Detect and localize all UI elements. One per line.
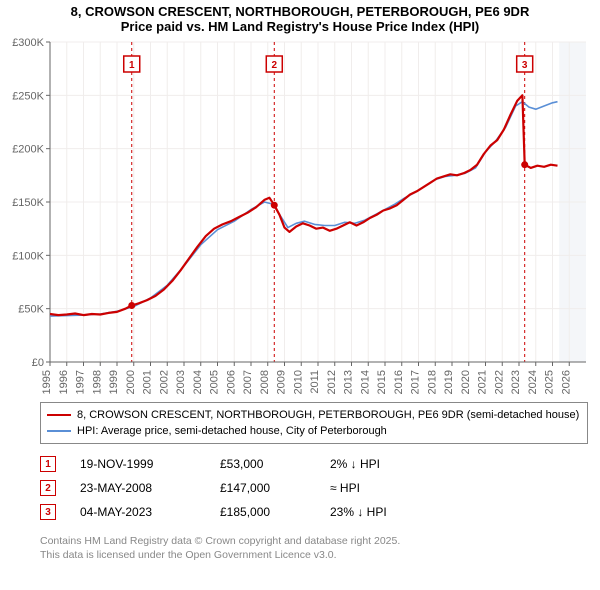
svg-text:2001: 2001 bbox=[142, 370, 154, 394]
sales-table: 1 19-NOV-1999£53,0002% ↓ HPI 2 23-MAY-2008£… bbox=[40, 452, 588, 524]
svg-text:£0: £0 bbox=[32, 357, 44, 369]
sale-price: £147,000 bbox=[220, 481, 330, 495]
footer-line-1: Contains HM Land Registry data © Crown c… bbox=[40, 534, 600, 548]
svg-text:2024: 2024 bbox=[527, 370, 539, 394]
svg-text:2026: 2026 bbox=[560, 370, 572, 394]
legend: 8, CROWSON CRESCENT, NORTHBOROUGH, PETER… bbox=[40, 402, 588, 444]
svg-text:2010: 2010 bbox=[292, 370, 304, 394]
svg-text:2006: 2006 bbox=[225, 370, 237, 394]
sales-row: 1 19-NOV-1999£53,0002% ↓ HPI bbox=[40, 452, 588, 476]
sale-date: 04-MAY-2023 bbox=[80, 505, 220, 519]
sale-marker: 3 bbox=[40, 504, 56, 520]
footer: Contains HM Land Registry data © Crown c… bbox=[40, 534, 600, 562]
legend-item: 8, CROWSON CRESCENT, NORTHBOROUGH, PETER… bbox=[47, 407, 581, 423]
svg-text:2: 2 bbox=[272, 60, 278, 71]
title-line-2: Price paid vs. HM Land Registry's House … bbox=[10, 19, 590, 34]
svg-text:1995: 1995 bbox=[41, 370, 53, 394]
svg-text:2003: 2003 bbox=[175, 370, 187, 394]
svg-text:2000: 2000 bbox=[125, 370, 137, 394]
svg-text:2020: 2020 bbox=[460, 370, 472, 394]
chart: £0 £50K £100K £150K £200K £250K £300K 1995 1996 1… bbox=[10, 36, 590, 396]
svg-text:£250K: £250K bbox=[12, 90, 44, 102]
chart-title: 8, CROWSON CRESCENT, NORTHBOROUGH, PETER… bbox=[0, 0, 600, 36]
svg-text:2015: 2015 bbox=[376, 370, 388, 394]
legend-item: HPI: Average price, semi-detached house,… bbox=[47, 423, 581, 439]
svg-text:3: 3 bbox=[522, 60, 528, 71]
svg-text:2005: 2005 bbox=[209, 370, 221, 394]
sale-price: £185,000 bbox=[220, 505, 330, 519]
svg-text:2022: 2022 bbox=[493, 370, 505, 394]
svg-text:£200K: £200K bbox=[12, 144, 44, 156]
svg-text:2025: 2025 bbox=[544, 370, 556, 394]
sale-diff: ≈ HPI bbox=[330, 481, 450, 495]
svg-text:2016: 2016 bbox=[393, 370, 405, 394]
title-line-1: 8, CROWSON CRESCENT, NORTHBOROUGH, PETER… bbox=[10, 4, 590, 19]
sale-date: 23-MAY-2008 bbox=[80, 481, 220, 495]
sale-diff: 2% ↓ HPI bbox=[330, 457, 450, 471]
legend-label: 8, CROWSON CRESCENT, NORTHBOROUGH, PETER… bbox=[77, 407, 579, 423]
sale-diff: 23% ↓ HPI bbox=[330, 505, 450, 519]
sale-price: £53,000 bbox=[220, 457, 330, 471]
svg-text:2021: 2021 bbox=[477, 370, 489, 394]
svg-text:2007: 2007 bbox=[242, 370, 254, 394]
svg-text:1999: 1999 bbox=[108, 370, 120, 394]
svg-text:£300K: £300K bbox=[12, 37, 44, 49]
legend-swatch bbox=[47, 414, 71, 416]
svg-text:£50K: £50K bbox=[18, 304, 44, 316]
svg-text:£100K: £100K bbox=[12, 250, 44, 262]
footer-line-2: This data is licensed under the Open Gov… bbox=[40, 548, 600, 562]
svg-text:1997: 1997 bbox=[75, 370, 87, 394]
svg-text:2011: 2011 bbox=[309, 370, 321, 394]
svg-text:2018: 2018 bbox=[426, 370, 438, 394]
svg-text:2013: 2013 bbox=[343, 370, 355, 394]
svg-text:2014: 2014 bbox=[359, 370, 371, 394]
svg-text:1: 1 bbox=[129, 60, 135, 71]
svg-text:2004: 2004 bbox=[192, 370, 204, 394]
svg-text:2012: 2012 bbox=[326, 370, 338, 394]
svg-text:2023: 2023 bbox=[510, 370, 522, 394]
svg-text:2008: 2008 bbox=[259, 370, 271, 394]
legend-swatch bbox=[47, 430, 71, 432]
svg-text:£150K: £150K bbox=[12, 197, 44, 209]
svg-text:1998: 1998 bbox=[91, 370, 103, 394]
sale-marker: 2 bbox=[40, 480, 56, 496]
svg-text:2009: 2009 bbox=[276, 370, 288, 394]
sale-date: 19-NOV-1999 bbox=[80, 457, 220, 471]
legend-label: HPI: Average price, semi-detached house,… bbox=[77, 423, 387, 439]
sales-row: 3 04-MAY-2023£185,00023% ↓ HPI bbox=[40, 500, 588, 524]
svg-text:2017: 2017 bbox=[410, 370, 422, 394]
sales-row: 2 23-MAY-2008£147,000≈ HPI bbox=[40, 476, 588, 500]
svg-text:1996: 1996 bbox=[58, 370, 70, 394]
sale-marker: 1 bbox=[40, 456, 56, 472]
svg-text:2002: 2002 bbox=[158, 370, 170, 394]
svg-text:2019: 2019 bbox=[443, 370, 455, 394]
